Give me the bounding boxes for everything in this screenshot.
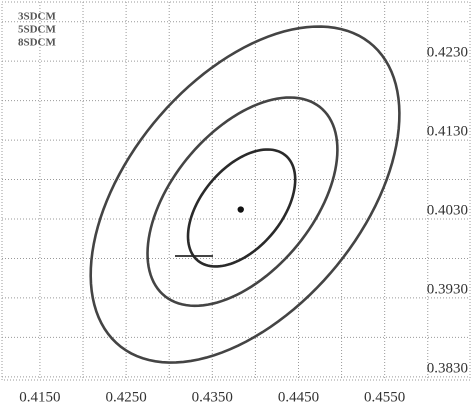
x-tick-label: 0.4150 [19,389,60,405]
y-tick-label: 0.4230 [427,45,468,61]
x-tick-label: 0.4450 [278,389,319,405]
x-tick-label: 0.4350 [192,389,233,405]
ellipse [186,148,297,268]
center-point [237,206,244,213]
legend-label: 3SDCM [18,11,57,23]
y-tick-label: 0.4030 [427,202,468,218]
y-tick-label: 0.4130 [427,124,468,140]
y-tick-label: 0.3930 [427,281,468,297]
ellipse [146,96,339,308]
legend-label: 8SDCM [18,37,57,49]
x-tick-label: 0.4550 [364,389,405,405]
plot-frame [1,1,471,381]
ellipse [89,25,401,364]
y-tick-label: 0.3830 [427,360,468,376]
x-tick-label: 0.4250 [105,389,146,405]
legend-label: 5SDCM [18,24,57,36]
